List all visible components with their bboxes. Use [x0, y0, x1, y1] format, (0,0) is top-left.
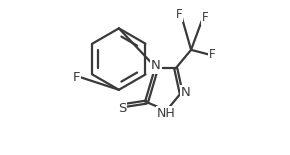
Text: N: N	[181, 86, 191, 99]
Text: F: F	[73, 71, 80, 84]
Text: NH: NH	[157, 107, 176, 120]
Text: F: F	[209, 48, 216, 61]
Text: S: S	[118, 102, 126, 115]
Text: F: F	[176, 8, 182, 21]
Text: F: F	[202, 11, 209, 24]
Text: N: N	[151, 60, 161, 73]
